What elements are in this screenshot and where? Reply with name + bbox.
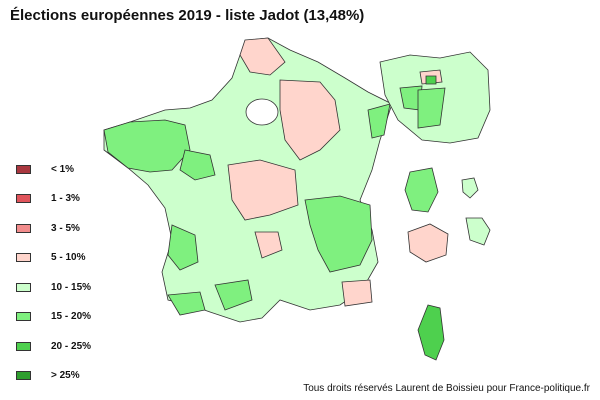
legend-swatch (16, 282, 31, 292)
map-title: Élections européennes 2019 - liste Jadot… (10, 7, 365, 24)
legend-label: 5 - 10% (51, 252, 86, 263)
legend-swatch (16, 253, 31, 262)
martinique (461, 177, 479, 199)
legend-item: 3 - 5% (16, 221, 80, 235)
legend-label: 1 - 3% (51, 193, 80, 204)
region-center-pink (227, 159, 299, 221)
legend-label: > 25% (51, 370, 80, 381)
corsica (417, 304, 445, 361)
idf-paris-core (425, 75, 437, 85)
legend-swatch (16, 194, 31, 203)
region-alsace (367, 103, 391, 139)
legend-item: > 25% (16, 369, 80, 383)
region-southwest-green (167, 291, 206, 316)
idf-green-2 (417, 87, 446, 129)
legend-swatch (16, 164, 31, 174)
region-south-pink (254, 231, 283, 259)
legend-item: < 1% (16, 162, 74, 176)
legend-label: 15 - 20% (51, 311, 92, 322)
region-var-pink (341, 279, 373, 307)
region-east-pink (279, 79, 341, 161)
legend-swatch (16, 312, 31, 321)
legend-item: 15 - 20% (16, 310, 91, 324)
legend: < 1% 1 - 3% 3 - 5% 5 - 10% 10 - 15% 15 - 20% 2… (16, 162, 136, 392)
credit-text: Tous droits réservés Laurent de Boissieu… (303, 383, 590, 394)
legend-label: < 1% (51, 163, 75, 175)
legend-swatch (16, 341, 31, 351)
legend-item: 5 - 10% (16, 251, 85, 265)
guadeloupe (404, 167, 439, 213)
region-north-pink (239, 37, 286, 76)
region-alps-green (304, 195, 373, 273)
guyane (465, 217, 491, 246)
legend-label: 10 - 15% (51, 281, 92, 293)
legend-item: 20 - 25% (16, 339, 91, 353)
legend-swatch (16, 223, 31, 233)
legend-label: 3 - 5% (51, 222, 80, 234)
region-toulouse-green (214, 279, 253, 311)
region-gironde (167, 224, 199, 271)
paris-area (245, 98, 279, 126)
legend-item: 1 - 3% (16, 192, 80, 206)
reunion (407, 223, 449, 263)
region-brittany (103, 119, 191, 173)
legend-label: 20 - 25% (51, 340, 92, 352)
legend-item: 10 - 15% (16, 280, 91, 294)
region-loire-green (179, 149, 216, 181)
legend-swatch (16, 371, 31, 380)
